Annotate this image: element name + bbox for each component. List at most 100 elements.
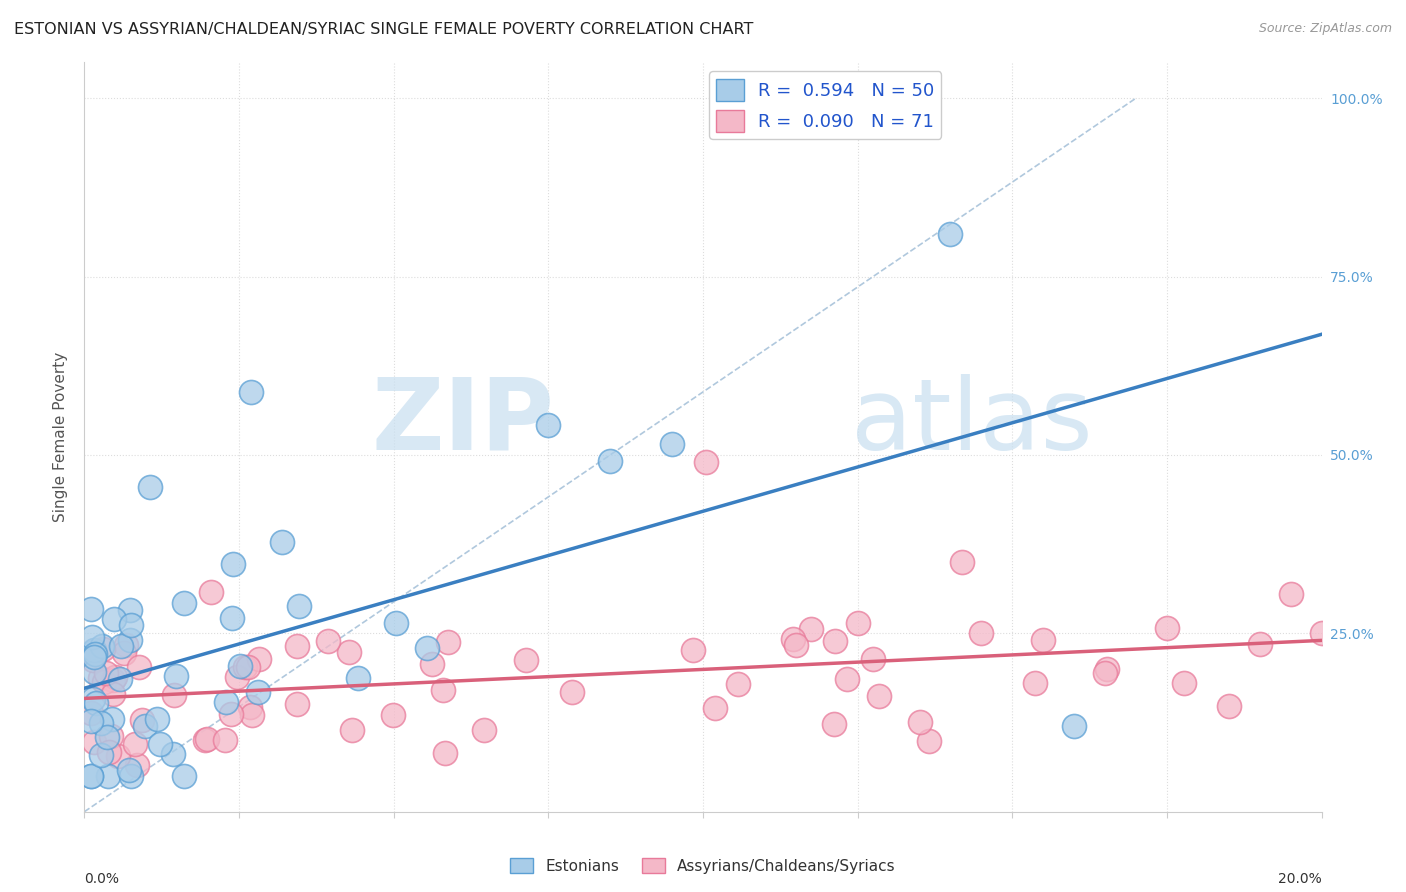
Point — [472, 723, 495, 738]
Point — [118, 763, 141, 777]
Text: 20.0%: 20.0% — [1278, 871, 1322, 886]
Point — [89, 671, 111, 685]
Point — [229, 659, 252, 673]
Point — [91, 641, 114, 656]
Point — [1249, 637, 1271, 651]
Point — [862, 652, 884, 666]
Point — [515, 653, 537, 667]
Point — [128, 660, 150, 674]
Point — [1063, 719, 1085, 733]
Point — [434, 746, 457, 760]
Point — [246, 685, 269, 699]
Text: 0.0%: 0.0% — [84, 871, 120, 886]
Point — [1310, 626, 1333, 640]
Point — [107, 748, 129, 763]
Point — [93, 674, 115, 689]
Point — [240, 384, 263, 399]
Point — [96, 730, 118, 744]
Point — [285, 640, 308, 654]
Point — [173, 769, 195, 783]
Point — [84, 647, 107, 661]
Point — [1279, 587, 1302, 601]
Point — [222, 557, 245, 571]
Point — [110, 639, 132, 653]
Point — [340, 723, 363, 737]
Point — [195, 732, 218, 747]
Point — [90, 715, 112, 730]
Point — [416, 640, 439, 655]
Point — [1095, 662, 1118, 676]
Point — [233, 660, 256, 674]
Point — [79, 714, 101, 728]
Point — [287, 698, 309, 712]
Point — [599, 454, 621, 468]
Point — [316, 634, 339, 648]
Point — [127, 757, 149, 772]
Point — [1173, 676, 1195, 690]
Legend: R =  0.594   N = 50, R =  0.090   N = 71: R = 0.594 N = 50, R = 0.090 N = 71 — [709, 71, 942, 139]
Point — [83, 734, 105, 748]
Point — [101, 673, 124, 687]
Point — [118, 603, 141, 617]
Point — [537, 418, 560, 433]
Point — [138, 480, 160, 494]
Point — [100, 729, 122, 743]
Point — [79, 769, 101, 783]
Point — [288, 599, 311, 613]
Point — [165, 668, 187, 682]
Point — [1024, 675, 1046, 690]
Point — [704, 701, 727, 715]
Point — [800, 623, 823, 637]
Point — [385, 615, 408, 630]
Point — [823, 717, 845, 731]
Point — [79, 706, 101, 721]
Point — [114, 646, 136, 660]
Point — [103, 687, 125, 701]
Y-axis label: Single Female Poverty: Single Female Poverty — [53, 352, 69, 522]
Point — [561, 685, 583, 699]
Point — [420, 657, 443, 672]
Point — [242, 708, 264, 723]
Text: ESTONIAN VS ASSYRIAN/CHALDEAN/SYRIAC SINGLE FEMALE POVERTY CORRELATION CHART: ESTONIAN VS ASSYRIAN/CHALDEAN/SYRIAC SIN… — [14, 22, 754, 37]
Point — [950, 555, 973, 569]
Point — [1094, 666, 1116, 681]
Point — [221, 611, 243, 625]
Point — [337, 645, 360, 659]
Point — [194, 733, 217, 747]
Point — [918, 733, 941, 747]
Point — [247, 652, 270, 666]
Point — [432, 683, 454, 698]
Text: atlas: atlas — [852, 374, 1092, 471]
Point — [94, 665, 117, 680]
Point — [82, 692, 104, 706]
Point — [118, 633, 141, 648]
Text: ZIP: ZIP — [371, 374, 554, 471]
Point — [163, 688, 186, 702]
Point — [824, 634, 846, 648]
Point — [103, 612, 125, 626]
Point — [835, 672, 858, 686]
Point — [219, 707, 242, 722]
Point — [83, 665, 105, 680]
Legend: Estonians, Assyrians/Chaldeans/Syriacs: Estonians, Assyrians/Chaldeans/Syriacs — [503, 852, 903, 880]
Point — [970, 626, 993, 640]
Point — [83, 650, 105, 665]
Point — [97, 769, 120, 783]
Point — [846, 616, 869, 631]
Point — [173, 596, 195, 610]
Point — [214, 733, 236, 747]
Point — [114, 638, 136, 652]
Point — [120, 618, 142, 632]
Point — [436, 635, 458, 649]
Point — [104, 670, 127, 684]
Point — [79, 602, 101, 616]
Point — [347, 671, 370, 685]
Point — [108, 672, 131, 686]
Point — [785, 639, 807, 653]
Point — [695, 455, 717, 469]
Point — [271, 534, 294, 549]
Point — [661, 437, 683, 451]
Point — [124, 737, 146, 751]
Point — [1218, 699, 1240, 714]
Point — [91, 639, 114, 653]
